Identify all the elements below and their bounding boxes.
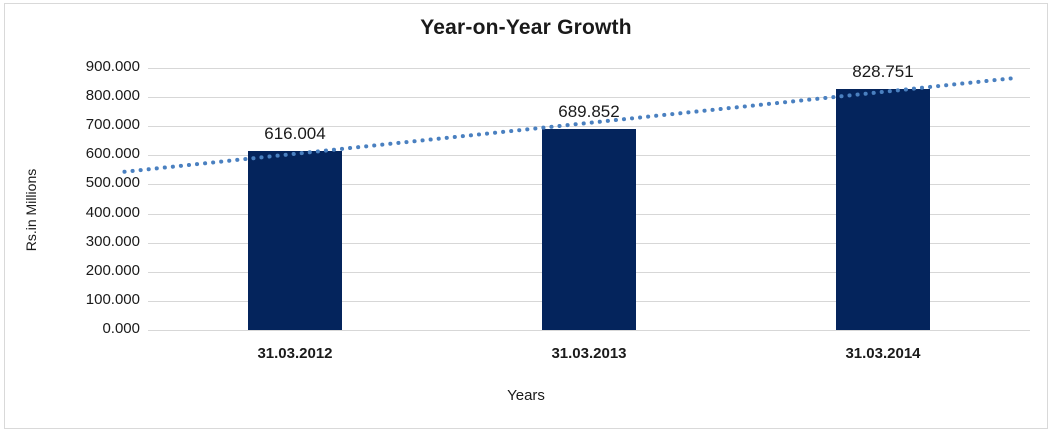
- gridline: [148, 330, 1030, 331]
- y-axis-tick-label: 300.000: [85, 232, 140, 250]
- y-axis-tick-label: 200.000: [85, 261, 140, 279]
- y-axis-tick-label: 900.000: [85, 58, 140, 75]
- x-axis-tick-label: 31.03.2014: [845, 345, 921, 362]
- data-label: 616.004: [264, 123, 326, 143]
- data-label: 689.852: [558, 102, 620, 122]
- y-axis-tick-label: 400.000: [85, 203, 140, 221]
- y-axis-tick-label: 100.000: [85, 290, 140, 308]
- y-axis-tick-label: 0.000: [102, 320, 140, 337]
- y-axis-tick-label: 700.000: [85, 116, 140, 134]
- x-axis-tick-label: 31.03.2013: [551, 345, 627, 362]
- y-axis-tick-labels: 900.000 800.000 700.000 600.000 500.000 400.0…: [40, 58, 187, 337]
- x-axis-title: Years: [507, 387, 545, 404]
- x-axis-tick-label: 31.03.2012: [257, 345, 333, 362]
- bar[interactable]: [542, 129, 636, 330]
- y-axis-tick-label: 600.000: [85, 145, 140, 163]
- bar[interactable]: [248, 150, 342, 330]
- y-axis-title-label: Rs.in Millions: [23, 168, 39, 252]
- y-axis-tick-label: 500.000: [85, 174, 140, 192]
- chart-title: Year-on-Year Growth: [420, 16, 632, 39]
- gridline: [148, 68, 1030, 69]
- data-label: 828.751: [852, 61, 914, 81]
- y-axis-tick-label: 800.000: [85, 87, 140, 105]
- bar[interactable]: [836, 88, 930, 330]
